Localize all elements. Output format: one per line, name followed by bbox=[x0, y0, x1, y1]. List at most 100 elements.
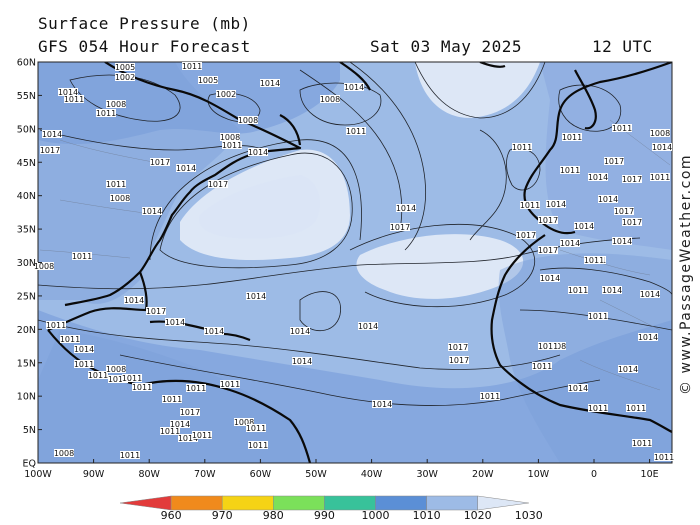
isobar-label-bg bbox=[260, 79, 280, 87]
isobar-label: 1014 bbox=[598, 195, 618, 204]
isobar-label-text: 1011 bbox=[568, 286, 588, 295]
isobar-label: 1014 bbox=[74, 345, 94, 354]
isobar-label-bg bbox=[652, 143, 672, 151]
pressure-fill-layer bbox=[38, 62, 672, 463]
isobar-label-bg bbox=[538, 246, 558, 254]
isobar-label: 1014 bbox=[602, 286, 622, 295]
isobar-label: 1017 bbox=[538, 216, 558, 225]
credit-text: © www.PassageWeather.com bbox=[678, 154, 694, 395]
isobar-label-text: 1014 bbox=[248, 148, 268, 157]
isobar-label-bg bbox=[562, 133, 582, 141]
isobar-label-text: 1014 bbox=[108, 375, 128, 384]
isobar-label: 1014 bbox=[170, 420, 190, 429]
isobar-label: 1017 bbox=[208, 180, 228, 189]
isobar-label-text: 1011 bbox=[532, 362, 552, 371]
isobar-label-bg bbox=[176, 164, 196, 172]
isobar-label-text: 1011 bbox=[480, 392, 500, 401]
isobar-label-bg bbox=[96, 109, 116, 117]
lon-label: 50W bbox=[305, 469, 327, 480]
lon-label: 60W bbox=[250, 469, 272, 480]
lon-label: 80W bbox=[138, 469, 160, 480]
isobar-label-text: 1014 bbox=[546, 200, 566, 209]
isobar-label-bg bbox=[120, 451, 140, 459]
lon-label: 0 bbox=[591, 469, 597, 480]
lat-label: EQ bbox=[23, 459, 36, 470]
isobar-label-text: 1014 bbox=[540, 274, 560, 283]
coast-south-america bbox=[139, 379, 312, 463]
isobar-label-bg bbox=[88, 371, 108, 379]
coast-florida bbox=[138, 271, 148, 311]
longitude-axis: 100W 90W 80W 70W 60W 50W 40W 30W 20W 10W 0 10E bbox=[24, 459, 659, 480]
isobar-label-bg bbox=[568, 384, 588, 392]
isobar-label: 1011 bbox=[626, 404, 646, 413]
isobar-label: 1008 bbox=[234, 418, 254, 427]
isobar-label: 1008 bbox=[220, 133, 240, 142]
isobar-label: 1011 bbox=[248, 441, 268, 450]
isobar-label-text: 1008 bbox=[320, 95, 340, 104]
isobar-label-text: 1008 bbox=[106, 365, 126, 374]
isobar-label-text: 1011 bbox=[220, 380, 240, 389]
isobar-label-text: 1011 bbox=[106, 180, 126, 189]
lat-label: 50N bbox=[17, 124, 36, 135]
isobar-label-text: 1014 bbox=[344, 83, 364, 92]
isobar-label-bg bbox=[60, 335, 80, 343]
isobar-label-bg bbox=[604, 157, 624, 165]
isobar-label-text: 1014 bbox=[58, 88, 78, 97]
colorbar-tick-label: 990 bbox=[314, 509, 335, 522]
high-pressure-center-north bbox=[415, 62, 540, 118]
isobar-label: 1011 bbox=[588, 312, 608, 321]
isobar-label: 1011 bbox=[220, 380, 240, 389]
isobar-label-text: 1002 bbox=[115, 73, 135, 82]
isobar-label: 1011 bbox=[650, 173, 670, 182]
isobar-label: 1011 bbox=[632, 439, 652, 448]
isobar-label: 1017 bbox=[146, 307, 166, 316]
isobar-label-bg bbox=[390, 223, 410, 231]
isobar-label: 1008 bbox=[54, 449, 74, 458]
isobar-label: 1014 bbox=[178, 434, 198, 443]
isobar-label-text: 1011 bbox=[88, 371, 108, 380]
pressure-colorbar: 960 970 980 990 1000 1010 1020 1030 bbox=[119, 495, 543, 522]
isobar-label-text: 1017 bbox=[538, 246, 558, 255]
isobar-label: 1011 bbox=[96, 109, 116, 118]
isobar-label-bg bbox=[612, 124, 632, 132]
isobar-label-bg bbox=[46, 321, 66, 329]
isobar-label-text: 1011 bbox=[64, 95, 84, 104]
isobar-label-bg bbox=[162, 395, 182, 403]
isobar-label: 1002 bbox=[216, 90, 236, 99]
isobar-label: 1014 bbox=[108, 375, 128, 384]
lat-label: 5N bbox=[23, 425, 36, 436]
lon-label: 10W bbox=[528, 469, 550, 480]
isobar-label-text: 1011 bbox=[562, 133, 582, 142]
lat-label: 35N bbox=[17, 225, 36, 236]
isobar-label-text: 1011 bbox=[248, 441, 268, 450]
isobar-label-bg bbox=[358, 322, 378, 330]
isobar-label-bg bbox=[192, 431, 212, 439]
isobar-label-bg bbox=[106, 365, 126, 373]
isobar-label-text: 1014 bbox=[372, 400, 392, 409]
isobar-label-bg bbox=[372, 400, 392, 408]
isobar-label-bg bbox=[532, 362, 552, 370]
isobar-label-bg bbox=[106, 180, 126, 188]
colorbar-low-cap bbox=[119, 495, 172, 511]
isobar-label-text: 1011 bbox=[182, 62, 202, 71]
isobar-label: 1014 bbox=[588, 173, 608, 182]
isobar-label-bg bbox=[588, 404, 608, 412]
isobar-label-bg bbox=[42, 130, 62, 138]
isobar-label: 1011 bbox=[160, 427, 180, 436]
isobar-label: 1014 bbox=[58, 88, 78, 97]
isobar-label: 1014 bbox=[292, 357, 312, 366]
isobar-label: 1017 bbox=[180, 408, 200, 417]
isobar-label-text: 1011 bbox=[632, 439, 652, 448]
isobar-label-bg bbox=[538, 342, 558, 350]
isobar-label-bg bbox=[588, 312, 608, 320]
colorbar-tick-label: 960 bbox=[161, 509, 182, 522]
isobar-label: 1008 bbox=[320, 95, 340, 104]
isobar-label: 1011 bbox=[162, 395, 182, 404]
isobar-label-text: 1014 bbox=[358, 322, 378, 331]
colorbar-segment bbox=[426, 495, 478, 511]
isobar-label: 1011 bbox=[192, 431, 212, 440]
isobar-label-bg bbox=[40, 146, 60, 154]
isobar-label-bg bbox=[290, 327, 310, 335]
isobar-label: 1017 bbox=[40, 146, 60, 155]
isobar-label-text: 1014 bbox=[74, 345, 94, 354]
